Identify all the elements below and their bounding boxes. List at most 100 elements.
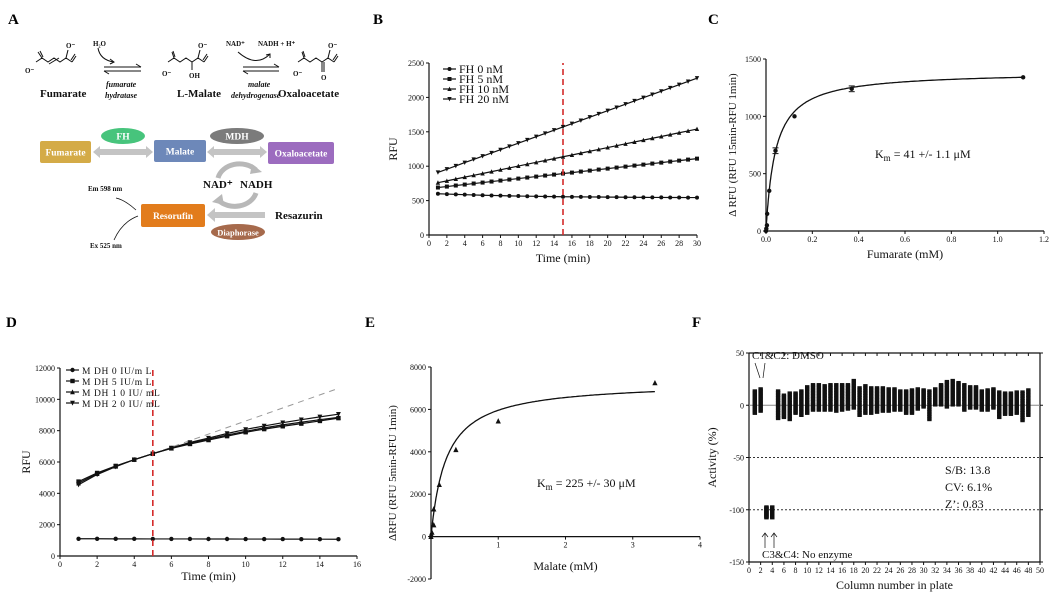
y-tick-label: -2000	[407, 575, 426, 584]
data-point	[869, 412, 874, 415]
data-point	[587, 194, 592, 199]
data-point	[1026, 414, 1031, 417]
data-point	[507, 177, 512, 182]
data-point	[775, 394, 781, 397]
data-point	[498, 167, 503, 172]
data-point	[758, 410, 763, 413]
data-point	[962, 387, 967, 391]
data-point	[880, 398, 886, 402]
data-point	[758, 396, 763, 400]
data-point	[623, 164, 628, 169]
data-point	[587, 148, 592, 154]
data-point	[76, 536, 81, 541]
data-point	[962, 403, 967, 406]
data-point	[1020, 409, 1025, 412]
y-tick-label: -50	[733, 454, 744, 463]
data-point	[686, 195, 691, 200]
data-point	[810, 384, 816, 388]
data-point	[816, 409, 822, 412]
data-point	[874, 395, 880, 398]
double-arrow-malate-oxaloacetate	[207, 146, 267, 158]
data-point	[839, 399, 845, 403]
data-point	[851, 393, 856, 397]
data-point	[869, 409, 874, 412]
data-point	[623, 141, 628, 146]
data-point	[659, 134, 664, 139]
y-tick-label: 0	[422, 533, 426, 542]
data-point	[851, 395, 856, 399]
data-point	[805, 410, 810, 414]
data-point	[869, 403, 874, 406]
data-point	[758, 400, 763, 404]
data-point	[956, 389, 961, 392]
resazurin-label: Resazurin	[275, 210, 323, 222]
x-tick-label: 20	[861, 566, 869, 575]
data-point	[985, 388, 990, 391]
data-point	[903, 409, 909, 413]
legend-marker	[447, 77, 452, 81]
data-point	[880, 391, 886, 395]
data-point	[525, 194, 530, 199]
data-point	[787, 413, 792, 417]
data-point	[336, 537, 341, 542]
data-point	[962, 392, 967, 395]
data-point	[845, 408, 851, 411]
data-point	[863, 408, 868, 412]
column-15	[834, 383, 839, 413]
x-axis-label: Malate (mM)	[533, 559, 597, 573]
data-point	[1020, 405, 1025, 409]
data-point	[828, 393, 833, 397]
data-point	[799, 414, 804, 417]
data-point	[775, 410, 781, 414]
data-point	[851, 383, 856, 387]
data-point	[903, 390, 909, 394]
x-tick-label: 0.2	[807, 235, 817, 244]
data-point	[834, 402, 839, 405]
data-point	[489, 169, 494, 174]
data-point	[805, 404, 810, 407]
data-point	[534, 194, 539, 199]
column-21	[869, 386, 874, 415]
data-point	[495, 418, 501, 424]
reaction-l-malate-label: L-Malate	[177, 88, 221, 100]
data-point	[799, 396, 804, 400]
data-point	[997, 408, 1002, 412]
series-line	[437, 158, 698, 189]
x-tick-label: 50	[1036, 566, 1044, 575]
data-point	[498, 147, 503, 153]
data-point	[857, 386, 862, 389]
data-point	[758, 389, 763, 393]
y-tick-label: 0	[757, 227, 761, 236]
data-point	[886, 406, 891, 409]
data-point	[927, 415, 932, 418]
data-point	[851, 397, 856, 400]
data-point	[857, 391, 862, 394]
oxaloacetate-box	[268, 142, 334, 164]
data-point	[773, 148, 778, 153]
data-point	[956, 395, 961, 399]
column-16	[839, 383, 845, 412]
x-tick-label: 4	[770, 566, 774, 575]
data-point	[839, 389, 845, 392]
data-point	[650, 135, 655, 141]
data-point	[534, 134, 539, 140]
data-point	[1026, 395, 1031, 399]
data-point	[131, 457, 137, 463]
data-point	[863, 412, 868, 415]
data-point	[950, 384, 955, 388]
data-point	[956, 398, 961, 402]
data-point	[810, 392, 816, 395]
resorufin-box	[141, 204, 205, 227]
data-point	[898, 389, 903, 392]
data-point	[956, 391, 961, 395]
data-point	[787, 415, 792, 418]
data-point	[915, 387, 920, 390]
data-point	[857, 404, 862, 408]
data-point	[1020, 75, 1026, 80]
data-point	[781, 396, 787, 399]
data-point	[435, 191, 440, 196]
data-point	[775, 389, 781, 392]
x-tick-label: 8	[794, 566, 798, 575]
y-tick-label: 1000	[408, 162, 424, 171]
column-5	[775, 389, 781, 421]
